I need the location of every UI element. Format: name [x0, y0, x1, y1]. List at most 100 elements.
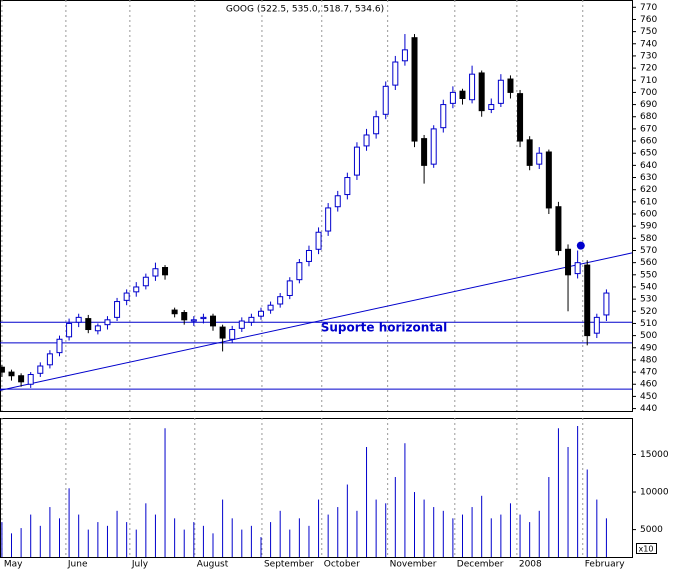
- candle-body: [593, 316, 600, 334]
- y-tick-label: 510: [640, 319, 657, 329]
- volume-frame: [0, 418, 633, 558]
- candle-body: [296, 262, 303, 281]
- y-tick-label: 690: [640, 100, 657, 110]
- candle-body: [277, 296, 284, 305]
- candle-body: [8, 371, 15, 377]
- y-tick-label: 670: [640, 124, 657, 134]
- y-tick-label: 550: [640, 270, 657, 280]
- candle-body: [536, 152, 543, 165]
- y-tick-label: 580: [640, 234, 657, 244]
- x-tick-label: July: [131, 560, 149, 570]
- candle-body: [344, 177, 351, 196]
- unit-box: [636, 543, 657, 554]
- candle-body: [325, 207, 332, 232]
- candle-body: [430, 128, 437, 165]
- candle-body: [469, 73, 476, 101]
- y-tick-label: 640: [640, 161, 657, 171]
- candle-body: [114, 301, 121, 318]
- candle-body: [353, 146, 360, 176]
- candle-body: [526, 139, 533, 166]
- candle-body: [305, 249, 312, 262]
- y-tick-label: 460: [640, 380, 657, 390]
- x-tick-label: December: [457, 560, 504, 570]
- candle-body: [123, 292, 130, 301]
- candle-body: [545, 151, 552, 209]
- y-tick-label: 710: [640, 76, 657, 86]
- candle-body: [37, 365, 44, 374]
- volume-unit: x10: [639, 545, 654, 554]
- trendline: [0, 252, 633, 391]
- candle-body: [94, 325, 101, 332]
- y-tick-label: 680: [640, 112, 657, 122]
- chart-title: GOOG (522.5, 535.0, 518.7, 534.6): [226, 5, 384, 15]
- candle-body: [555, 206, 562, 251]
- candle-body: [421, 138, 428, 166]
- price-frame: [0, 0, 633, 412]
- y-tick-label: 730: [640, 51, 657, 61]
- volume-tick-label: 15000: [640, 450, 669, 460]
- candle-body: [66, 322, 73, 338]
- candle-body: [171, 309, 178, 315]
- candle-body: [584, 264, 591, 337]
- y-tick-label: 560: [640, 258, 657, 268]
- x-tick-label: October: [324, 560, 360, 570]
- candle-body: [248, 316, 255, 323]
- y-tick-label: 650: [640, 149, 657, 159]
- candle-body: [507, 78, 514, 93]
- candle-body: [210, 315, 217, 327]
- candle-body: [190, 319, 197, 322]
- x-tick-label: August: [197, 560, 229, 570]
- candle-body: [315, 231, 322, 250]
- candle-body: [334, 195, 341, 208]
- candle-body: [517, 93, 524, 142]
- marker: [576, 241, 585, 250]
- y-tick-label: 620: [640, 185, 657, 195]
- candle-body: [411, 37, 418, 142]
- y-tick-label: 720: [640, 64, 657, 74]
- y-tick-label: 770: [640, 3, 657, 13]
- candle-body: [382, 85, 389, 115]
- candle-body: [459, 90, 466, 99]
- y-tick-label: 700: [640, 88, 657, 98]
- candle-body: [133, 286, 140, 293]
- candle-body: [181, 312, 188, 321]
- x-tick-label: June: [67, 560, 88, 570]
- x-tick-label: May: [4, 560, 23, 570]
- candle-body: [449, 91, 456, 104]
- y-tick-label: 610: [640, 197, 657, 207]
- candle-body: [104, 319, 111, 326]
- candle-body: [162, 267, 169, 276]
- y-tick-label: 600: [640, 210, 657, 220]
- x-tick-label: November: [390, 560, 437, 570]
- candle-body: [238, 320, 245, 329]
- candle-body: [286, 280, 293, 296]
- y-tick-label: 570: [640, 246, 657, 256]
- x-tick-label: September: [264, 560, 314, 570]
- y-tick-label: 470: [640, 368, 657, 378]
- candle-body: [27, 374, 34, 385]
- candle-body: [574, 262, 581, 275]
- candle-body: [488, 104, 495, 110]
- x-tick-label: February: [585, 560, 626, 570]
- annotation: Suporte horizontal: [321, 321, 448, 335]
- candle-body: [267, 304, 274, 311]
- candle-body: [142, 276, 149, 287]
- candle-body: [18, 375, 25, 383]
- y-tick-label: 440: [640, 404, 657, 414]
- candle-body: [229, 329, 236, 340]
- candle-body: [257, 310, 264, 317]
- y-tick-label: 750: [640, 27, 657, 37]
- y-tick-label: 740: [640, 39, 657, 49]
- y-tick-label: 450: [640, 392, 657, 402]
- y-tick-label: 500: [640, 331, 657, 341]
- candle-body: [219, 326, 226, 339]
- candle-body: [497, 79, 504, 104]
- y-tick-label: 630: [640, 173, 657, 183]
- candle-body: [392, 61, 399, 86]
- candle-body: [46, 353, 53, 366]
- candle-body: [373, 116, 380, 135]
- volume-tick-label: 5000: [640, 525, 663, 535]
- x-tick-label: 2008: [519, 560, 542, 570]
- candle-body: [75, 316, 82, 323]
